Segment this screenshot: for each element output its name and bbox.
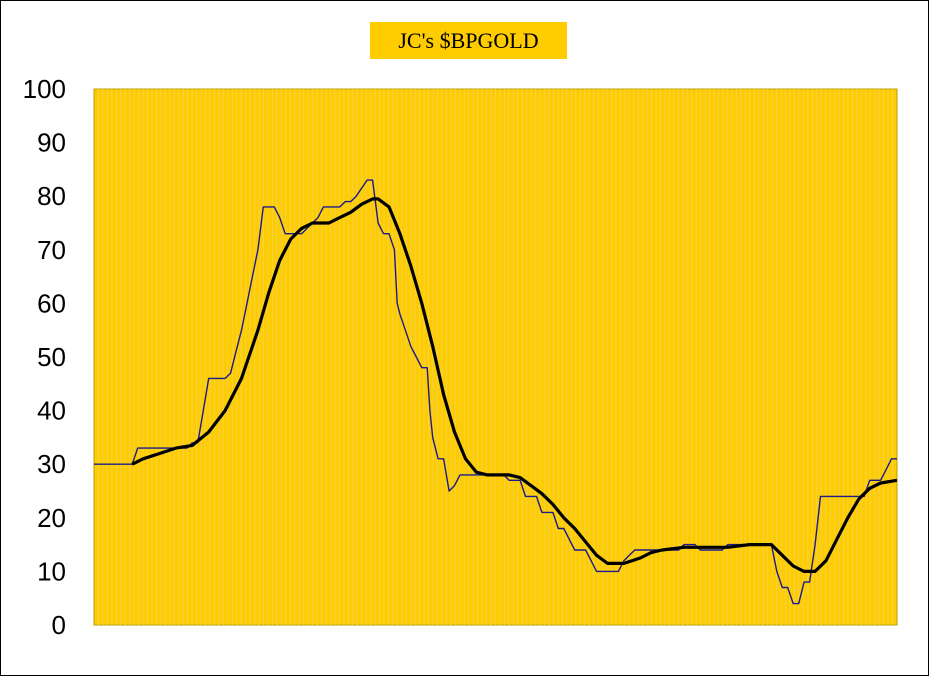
series-lines (94, 179, 898, 605)
y-tick-label: 30 (37, 449, 66, 479)
y-tick-label: 50 (37, 342, 66, 372)
y-tick-label: 70 (37, 235, 66, 265)
smoothed-series-line (131, 197, 898, 573)
y-tick-label: 100 (23, 74, 66, 104)
y-tick-label: 90 (37, 128, 66, 158)
y-tick-label: 40 (37, 396, 66, 426)
y-tick-label: 0 (52, 610, 66, 640)
y-tick-label: 20 (37, 503, 66, 533)
y-tick-label: 10 (37, 556, 66, 586)
chart-title: JC's $BPGOLD (370, 22, 567, 59)
index-series-line (94, 179, 897, 605)
y-axis-ticks: 0 10 20 30 40 50 60 70 80 90 100 (23, 74, 66, 640)
grid-lines (97, 89, 894, 625)
chart-title-text: JC's $BPGOLD (398, 27, 539, 53)
y-tick-label: 60 (37, 288, 66, 318)
y-tick-label: 80 (37, 181, 66, 211)
